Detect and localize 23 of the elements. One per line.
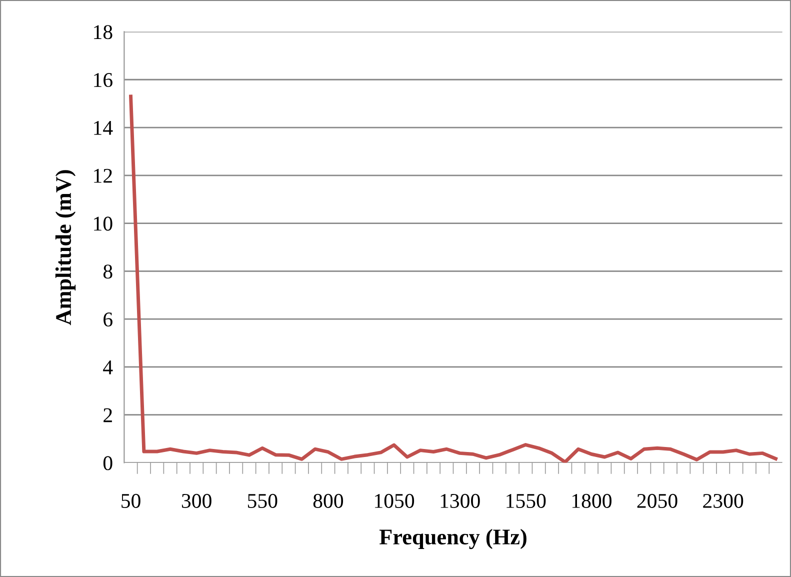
y-tick-label: 16 [94,73,112,88]
x-tick-label: 2050 [637,494,678,508]
y-tick-label: 10 [94,216,112,231]
line-series [129,94,778,463]
x-tick-label: 50 [122,494,140,508]
x-tick-label: 1300 [440,494,480,508]
y-tick-label: 14 [94,120,113,135]
y-tick-label: 0 [103,456,112,470]
y-tick-label: 2 [104,408,112,422]
y-tick-label: 4 [103,360,113,374]
y-tick-label: 12 [94,168,112,183]
y-tick-label: 8 [103,264,112,279]
x-tick-label: 1550 [506,494,546,508]
y-tick-label: 6 [104,312,112,327]
y-axis-title: Amplitude (mV) [55,170,76,326]
x-tick-label: 2300 [703,494,744,508]
y-tick-label: 18 [94,25,112,40]
x-axis-title: Frequency (Hz) [379,528,526,550]
x-tick-label: 1800 [572,494,612,508]
x-tick-label: 300 [182,494,212,508]
x-tick-label: 550 [248,494,278,508]
x-tick-label: 800 [313,494,344,508]
x-tick-label: 1050 [375,494,414,508]
